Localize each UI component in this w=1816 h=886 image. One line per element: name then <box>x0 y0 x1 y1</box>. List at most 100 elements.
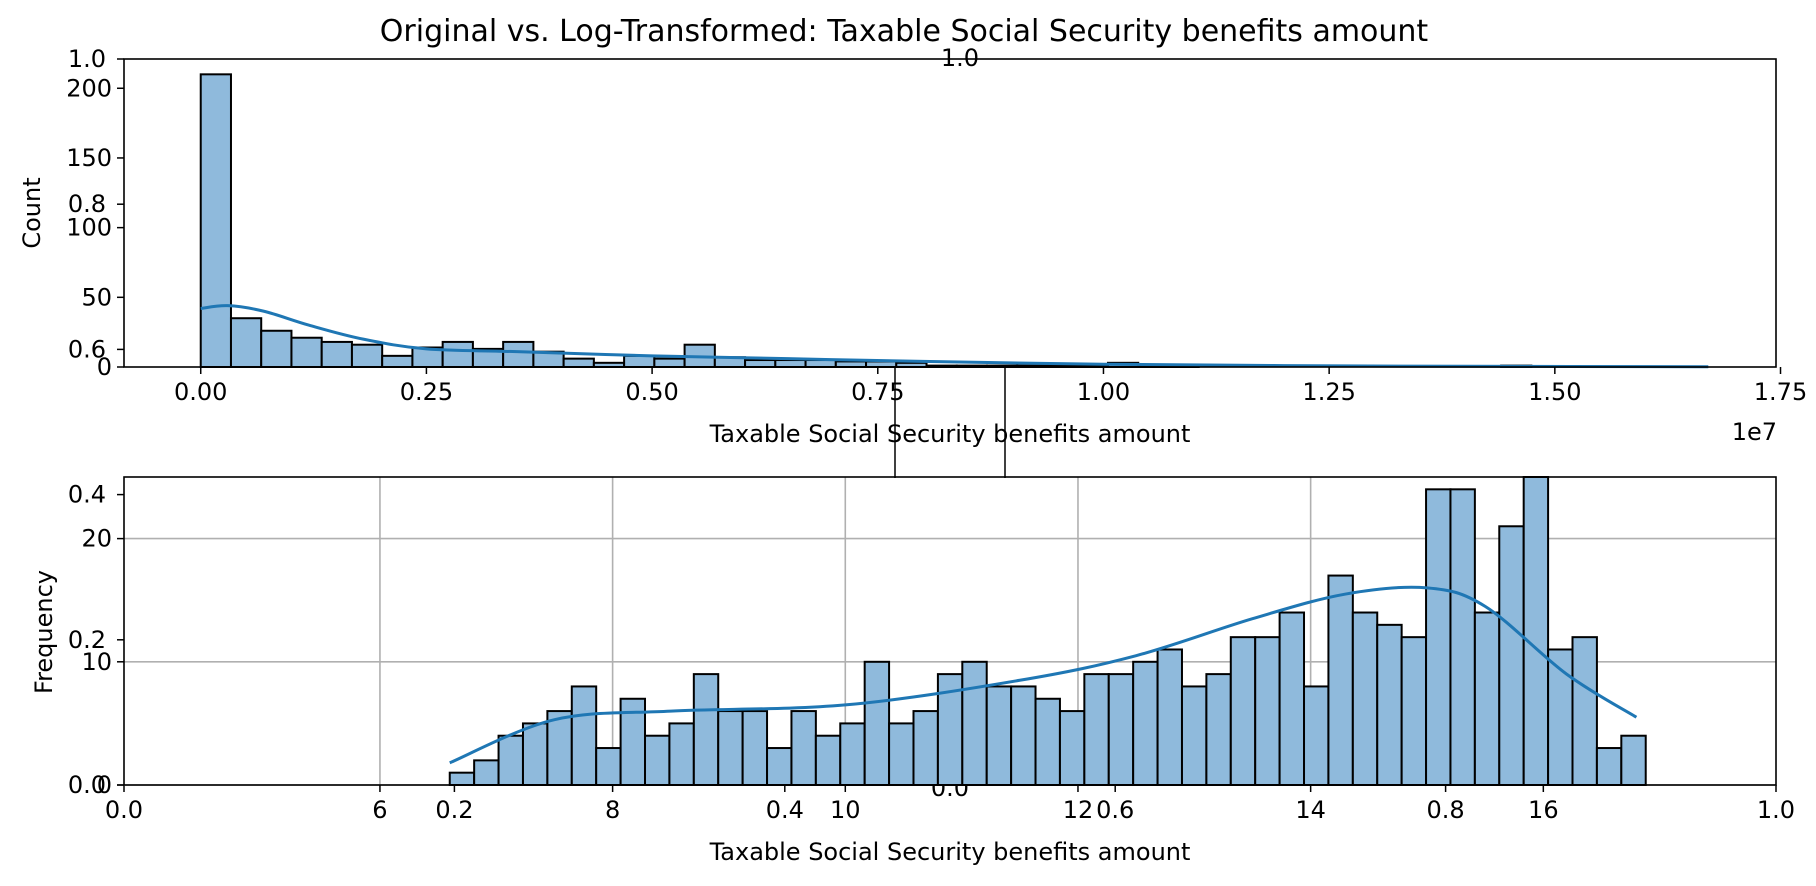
histogram-bar <box>521 722 549 787</box>
x-tick-label: 12 <box>1063 796 1094 824</box>
overlay-axes: 1.0 0.0 0.2 0.4 0.6 0.8 1.0 0.0 0.2 0.4 0.6 0.8 1.… <box>68 44 1795 824</box>
histogram-bar <box>1351 611 1379 787</box>
histogram-bar <box>1083 673 1110 786</box>
overlay-y-ticks: 0.0 0.2 0.4 0.6 0.8 1.0 <box>68 45 124 799</box>
overlay-y-tick-label: 1.0 <box>68 45 106 73</box>
histogram-bar <box>350 343 384 368</box>
histogram-bar <box>1376 623 1403 787</box>
histogram-bar <box>1156 648 1183 786</box>
histogram-bar <box>1449 488 1476 786</box>
histogram-bar <box>814 734 842 786</box>
overlay-y-tick-label: 0.0 <box>68 771 106 799</box>
histogram-bar <box>473 759 500 786</box>
overlay-y-tick-label: 0.2 <box>68 626 106 654</box>
histogram-bar <box>1278 611 1306 787</box>
histogram-bar <box>774 359 807 369</box>
histogram-bar <box>1522 476 1550 786</box>
histogram-bar <box>1010 685 1037 786</box>
x-tick-label: 14 <box>1295 796 1326 824</box>
histogram-bar <box>229 317 263 368</box>
histogram-bar <box>1327 574 1354 786</box>
overlay-x-tick-label: 1.0 <box>1757 796 1795 824</box>
histogram-bar <box>668 722 695 787</box>
histogram-bar <box>834 360 868 369</box>
histogram-bar <box>653 357 686 368</box>
bottom-y-ticks: 0 10 20 <box>81 525 124 799</box>
bottom-x-ticks: 6 8 10 12 14 16 <box>372 785 1559 824</box>
histogram-bar <box>1400 636 1428 786</box>
top-x-offset-label: 1e7 <box>1732 418 1777 446</box>
x-tick-label: 16 <box>1528 796 1559 824</box>
histogram-bar <box>1132 660 1159 786</box>
histogram-bar <box>1498 525 1525 787</box>
top-y-ticks: 0 50 100 150 200 <box>66 74 124 381</box>
overlay-x-tick-label: 0.2 <box>435 796 473 824</box>
histogram-bar <box>961 660 988 786</box>
y-tick-label: 100 <box>66 214 112 242</box>
histogram-bar <box>912 710 939 787</box>
x-tick-label: 1.00 <box>1077 378 1130 406</box>
histogram-bar <box>717 710 744 787</box>
top-x-label: Taxable Social Security benefits amount <box>709 420 1191 448</box>
overlay-x-ticks: 0.0 0.2 0.4 0.6 0.8 1.0 <box>105 785 1795 824</box>
histogram-bar <box>623 354 656 368</box>
histogram-bar <box>1229 636 1257 786</box>
histogram-bar <box>741 710 769 787</box>
y-tick-label: 150 <box>66 144 112 172</box>
histogram-bar <box>1571 636 1598 786</box>
bottom-kde-line <box>449 585 1638 765</box>
x-tick-label: 6 <box>372 796 387 824</box>
overlay-y-tick-label: 0.6 <box>68 335 106 363</box>
histogram-bar <box>985 685 1013 786</box>
y-tick-label: 20 <box>81 525 112 553</box>
x-tick-label: 1.50 <box>1528 378 1581 406</box>
histogram-bar <box>562 357 595 368</box>
figure-title: Original vs. Log-Transformed: Taxable So… <box>380 14 1429 49</box>
x-tick-label: 0.25 <box>400 378 453 406</box>
overlay-top-label: 1.0 <box>941 44 979 72</box>
histogram-bar <box>692 673 720 786</box>
histogram-bar <box>1473 611 1501 787</box>
histogram-bar <box>502 340 535 369</box>
histogram-bar <box>199 73 232 368</box>
x-tick-label: 0.50 <box>625 378 678 406</box>
x-tick-label: 0.00 <box>174 378 227 406</box>
top-histogram-axes: 0.00 0.25 0.50 0.75 1.00 1.25 1.50 1.75 0 50 100 1… <box>18 58 1807 448</box>
histogram-bar <box>570 685 598 786</box>
y-tick-label: 0 <box>97 771 112 799</box>
histogram-bar <box>839 722 866 787</box>
histogram-bar <box>441 340 474 369</box>
histogram-bar <box>320 340 353 369</box>
histogram-bar <box>744 359 777 369</box>
y-tick-label: 200 <box>66 74 112 102</box>
histogram-bar <box>1254 636 1281 786</box>
x-tick-label: 1.25 <box>1302 378 1355 406</box>
histogram-bar <box>1205 673 1232 786</box>
histogram-bar <box>888 722 915 787</box>
histogram-bar <box>1107 673 1135 786</box>
histogram-bar <box>1595 747 1623 786</box>
top-axes-frame <box>123 58 1777 368</box>
y-tick-label: 0 <box>97 353 112 381</box>
overlay-y-tick-label: 0.8 <box>68 190 106 218</box>
histogram-bar <box>644 734 671 786</box>
histogram-bar <box>1180 685 1208 786</box>
histogram-bar <box>448 771 476 786</box>
bottom-y-label: Frequency <box>30 570 58 694</box>
x-tick-label: 10 <box>830 796 861 824</box>
bottom-bars <box>448 476 1647 787</box>
overlay-x-tick-label: 0.0 <box>105 796 143 824</box>
bottom-histogram-axes: 6 8 10 12 14 16 0 10 20 Taxable Social Security… <box>30 476 1777 866</box>
histogram-bar <box>290 336 323 368</box>
histogram-bar <box>804 359 837 369</box>
top-bars <box>199 73 1533 369</box>
x-tick-label: 8 <box>605 796 620 824</box>
top-y-label: Count <box>18 177 46 248</box>
y-tick-label: 50 <box>81 283 112 311</box>
top-x-ticks: 0.00 0.25 0.50 0.75 1.00 1.25 1.50 1.75 <box>174 367 1807 406</box>
histogram-bar <box>863 660 891 786</box>
bottom-x-label: Taxable Social Security benefits amount <box>709 838 1191 866</box>
histogram-bar <box>1058 710 1086 787</box>
y-tick-label: 10 <box>81 648 112 676</box>
